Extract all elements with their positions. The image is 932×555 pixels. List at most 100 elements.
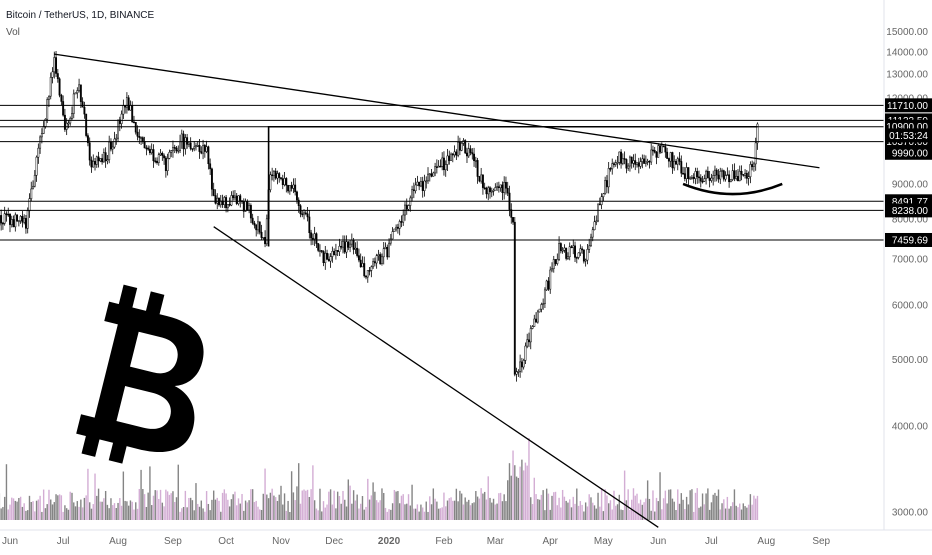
volume-bar bbox=[665, 491, 666, 520]
volume-bar bbox=[73, 502, 74, 520]
volume-bar bbox=[456, 489, 457, 520]
volume-bar bbox=[54, 502, 55, 520]
volume-bar bbox=[521, 460, 522, 520]
candle-body bbox=[686, 167, 687, 178]
candle-body bbox=[0, 215, 1, 223]
candle-body bbox=[364, 263, 365, 276]
candle-body bbox=[362, 263, 363, 266]
bar-countdown-label: 01:53:24 bbox=[889, 131, 928, 142]
volume-bar bbox=[675, 510, 676, 520]
symbol-title[interactable]: Bitcoin / TetherUS, 1D, BINANCE bbox=[6, 10, 154, 21]
candle-body bbox=[727, 175, 728, 176]
volume-bar bbox=[509, 463, 510, 520]
volume-bar bbox=[314, 500, 315, 520]
candle-body bbox=[270, 175, 271, 190]
volume-bar bbox=[441, 507, 442, 520]
volume-bar bbox=[310, 489, 311, 520]
candle-body bbox=[564, 248, 565, 250]
candle-body bbox=[153, 149, 154, 160]
candle-body bbox=[356, 248, 357, 255]
volume-bar bbox=[723, 499, 724, 520]
volume-bar bbox=[4, 497, 5, 520]
volume-bar bbox=[484, 492, 485, 520]
volume-bar bbox=[546, 489, 547, 520]
volume-bar bbox=[61, 495, 62, 520]
candle-body bbox=[280, 178, 281, 179]
volume-bar bbox=[82, 507, 83, 520]
candle-body bbox=[581, 249, 582, 250]
volume-bar bbox=[573, 497, 574, 520]
candle-body bbox=[737, 176, 738, 181]
candle-body bbox=[248, 205, 249, 210]
volume-bar bbox=[13, 498, 14, 520]
volume-bar bbox=[323, 501, 324, 520]
candle-body bbox=[498, 187, 499, 188]
volume-bar bbox=[261, 510, 262, 520]
candle-body bbox=[234, 196, 235, 198]
candle-body bbox=[427, 174, 428, 181]
candle-body bbox=[245, 201, 246, 211]
volume-bar bbox=[139, 489, 140, 520]
candle-body bbox=[688, 167, 689, 178]
candle-body bbox=[525, 346, 526, 360]
volume-bar bbox=[316, 509, 317, 520]
candle-body bbox=[672, 152, 673, 167]
volume-bar bbox=[362, 496, 363, 520]
candle-body bbox=[418, 182, 419, 186]
candle-body bbox=[140, 138, 141, 139]
volume-bar bbox=[128, 506, 129, 520]
volume-bar bbox=[684, 509, 685, 520]
candle-body bbox=[550, 270, 551, 289]
candle-body bbox=[675, 161, 676, 164]
candle-body bbox=[229, 204, 230, 205]
volume-bar bbox=[725, 509, 726, 520]
candle-body bbox=[264, 237, 265, 244]
candle-body bbox=[666, 152, 667, 158]
volume-bar bbox=[606, 495, 607, 520]
candle-body bbox=[723, 171, 724, 180]
candle-body bbox=[640, 162, 641, 167]
volume-bar bbox=[151, 505, 152, 520]
volume-bar bbox=[257, 507, 258, 520]
volume-bar bbox=[194, 510, 195, 520]
candle-body bbox=[32, 186, 33, 189]
volume-bar bbox=[654, 512, 655, 520]
candle-body bbox=[652, 150, 653, 151]
volume-bar bbox=[23, 503, 24, 520]
volume-bar bbox=[250, 489, 251, 520]
volume-bar bbox=[459, 491, 460, 520]
candle-body bbox=[144, 141, 145, 147]
candle-body bbox=[149, 149, 150, 152]
candle-body bbox=[620, 152, 621, 163]
volume-bar bbox=[505, 501, 506, 520]
volume-bar bbox=[403, 494, 404, 520]
candle-body bbox=[668, 158, 669, 161]
volume-bar bbox=[39, 496, 40, 520]
volume-bar bbox=[753, 496, 754, 520]
volume-bar bbox=[66, 508, 67, 520]
volume-bar bbox=[48, 490, 49, 520]
volume-bar bbox=[530, 497, 531, 520]
candle-body bbox=[54, 58, 55, 72]
candle-body bbox=[716, 170, 717, 175]
candle-body bbox=[440, 166, 441, 167]
volume-bar bbox=[307, 490, 308, 520]
candle-body bbox=[502, 185, 503, 193]
volume-bar bbox=[284, 493, 285, 520]
candle-body bbox=[137, 132, 138, 136]
candle-body bbox=[303, 213, 304, 214]
volume-bar bbox=[555, 492, 556, 520]
volume-bar bbox=[94, 474, 95, 520]
volume-bar bbox=[22, 507, 23, 520]
volume-bar bbox=[280, 486, 281, 520]
candle-body bbox=[353, 240, 354, 250]
candle-body bbox=[55, 58, 56, 74]
volume-bar bbox=[346, 507, 347, 520]
volume-bar bbox=[204, 512, 205, 520]
candle-body bbox=[434, 167, 435, 173]
candle-body bbox=[215, 195, 216, 203]
volume-bar bbox=[410, 506, 411, 520]
volume-bar bbox=[27, 510, 28, 520]
